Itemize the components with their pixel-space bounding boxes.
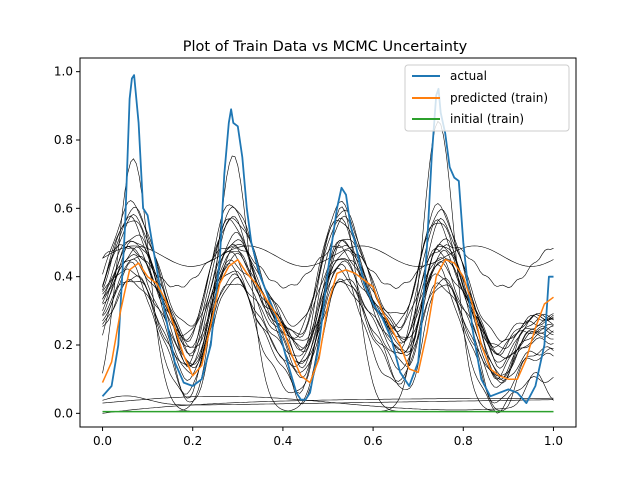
mcmc-sample-line [102,276,554,412]
legend-label-initial: initial (train) [450,112,524,126]
legend-label-actual: actual [450,69,487,83]
mcmc-sample-line [102,216,554,349]
mcmc-sample-line [102,200,554,355]
mcmc-sample-line [102,215,554,380]
mcmc-sample-line [102,372,554,411]
legend-label-predicted: predicted (train) [450,91,548,105]
y-tick-label: 0.4 [54,270,73,284]
mcmc-sample-line [102,395,554,406]
y-axis: 0.0 0.2 0.4 0.6 0.8 1.0 [54,65,80,420]
mcmc-sample-line [102,258,554,356]
legend-box [404,64,570,132]
mcmc-sample-line [102,206,554,342]
series-line-actual [101,74,554,404]
mcmc-sample-line [102,397,554,414]
mcmc-sample-line [102,261,554,414]
x-tick-label: 0.0 [93,434,112,448]
y-tick-label: 0.6 [54,201,73,215]
x-tick-label: 0.8 [454,434,473,448]
y-tick-label: 0.8 [54,133,73,147]
y-tick-label: 0.0 [54,406,73,420]
series-line-predicted-train [101,258,554,384]
x-tick-label: 0.4 [273,434,292,448]
x-axis: 0.0 0.2 0.4 0.6 0.8 1.0 [93,427,563,448]
mcmc-sample-line [102,245,554,267]
series-lines [101,74,554,413]
plot-area-frame [79,57,577,428]
mcmc-sample-line [102,244,554,289]
legend: actual predicted (train) initial (train) [404,64,570,132]
x-tick-label: 0.6 [364,434,383,448]
chart-title: Plot of Train Data vs MCMC Uncertainty [183,39,468,55]
x-tick-label: 1.0 [544,434,563,448]
y-tick-label: 0.2 [54,338,73,352]
mcmc-sample-line [102,273,554,384]
y-tick-label: 1.0 [54,65,73,79]
x-tick-label: 0.2 [183,434,202,448]
mcmc-sample-line [102,214,554,369]
